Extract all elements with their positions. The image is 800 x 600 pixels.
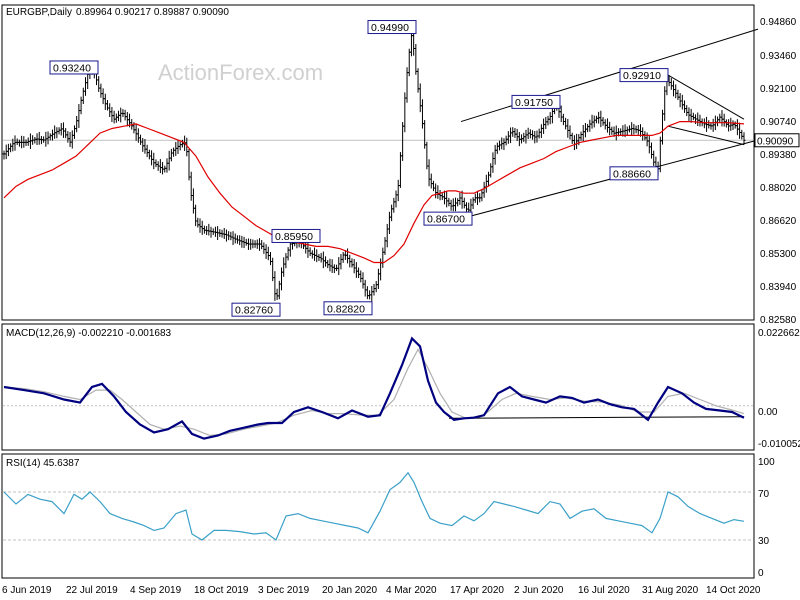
macd-title: MACD(12,26,9) -0.002210 -0.001683: [6, 328, 172, 339]
rsi-panel-frame: [1, 453, 755, 579]
trend-line: [460, 28, 759, 123]
annotation-box: [511, 94, 561, 109]
rsi-y-axis: 100 70 30 0: [758, 457, 775, 579]
annotation-label: 0.94990: [371, 22, 409, 34]
price-y-tick: 0.83940: [760, 282, 797, 293]
watermark: ActionForex.com: [158, 60, 323, 85]
x-tick: 20 Jan 2020: [322, 585, 377, 596]
annotation-box: [619, 68, 669, 83]
trend-line: [667, 125, 745, 146]
price-y-tick: 0.90740: [760, 117, 797, 128]
x-tick: 31 Aug 2020: [642, 585, 699, 596]
price-y-tick: 0.82580: [760, 315, 797, 326]
rsi-line: [3, 471, 745, 541]
price-y-tick: 0.86620: [760, 216, 797, 227]
macd-panel-frame: [1, 323, 755, 451]
macd-y-tick: 0.00: [758, 407, 778, 418]
x-tick: 22 Jul 2019: [66, 585, 118, 596]
annotation-box: [323, 301, 373, 316]
macd-layer: [3, 336, 753, 440]
annotation-box: [609, 166, 659, 181]
price-y-tick: 0.94860: [760, 17, 797, 28]
annotation-layer: 0.93240 0.94990 0.92910 0.91750 0.85950 0.827…: [49, 20, 800, 317]
annotation-label: 0.92910: [623, 70, 661, 82]
rsi-y-tick: 70: [758, 489, 770, 500]
x-axis: 6 Jun 2019 22 Jul 2019 4 Sep 2019 18 Oct…: [2, 585, 761, 596]
price-y-tick: 0.89380: [760, 150, 797, 161]
rsi-title: RSI(14) 45.6387: [6, 458, 80, 469]
annotation-box: [367, 20, 417, 35]
annotation-box: [231, 302, 281, 317]
chart-symbol: EURGBP,Daily: [6, 7, 72, 18]
price-y-tick: 0.92100: [760, 84, 797, 95]
rsi-layer: [3, 471, 753, 541]
x-tick: 16 Jul 2020: [578, 585, 630, 596]
annotation-label: 0.82820: [327, 303, 365, 315]
rsi-y-tick: 100: [758, 457, 775, 468]
rsi-y-tick: 30: [758, 536, 770, 547]
annotation-box: [49, 60, 99, 75]
annotation-box: [423, 211, 473, 226]
annotation-label: 0.91750: [515, 97, 553, 109]
annotation-label: 0.88660: [613, 168, 651, 180]
trend-line: [667, 74, 745, 120]
annotation-box: [271, 228, 321, 243]
macd-y-tick: 0.022662: [758, 328, 800, 339]
x-tick: 18 Oct 2019: [194, 585, 249, 596]
x-tick: 17 Apr 2020: [450, 585, 504, 596]
x-tick: 4 Mar 2020: [386, 585, 437, 596]
price-y-tick: 0.85300: [760, 249, 797, 260]
annotation-label: 0.85950: [275, 231, 313, 243]
annotation-label: 0.86700: [427, 214, 465, 226]
current-price-label: 0.90090: [757, 136, 794, 147]
price-panel-frame: [1, 4, 755, 321]
macd-y-tick: -0.010052: [758, 439, 800, 450]
x-tick: 3 Dec 2019: [258, 585, 310, 596]
moving-average-line: [3, 120, 745, 264]
x-tick: 2 Jun 2020: [514, 585, 564, 596]
annotation-label: 0.93240: [53, 62, 91, 74]
current-price-box: [754, 133, 800, 148]
price-y-tick: 0.93460: [760, 51, 797, 62]
chart-ohlc: 0.89964 0.90217 0.89887 0.90090: [76, 7, 229, 18]
rsi-y-tick: 0: [758, 568, 764, 579]
macd-y-axis: 0.022662 0.00 -0.010052: [758, 328, 800, 450]
macd-support-line: [448, 416, 745, 419]
annotation-label: 0.82760: [235, 305, 273, 317]
x-tick: 6 Jun 2019: [2, 585, 52, 596]
price-y-axis: 0.94860 0.93460 0.92100 0.90740 0.89380 …: [760, 17, 797, 326]
price-y-tick: 0.88020: [760, 183, 797, 194]
x-tick: 4 Sep 2019: [130, 585, 182, 596]
x-tick: 14 Oct 2020: [706, 585, 761, 596]
macd-line: [3, 336, 745, 440]
macd-signal-line: [3, 348, 745, 437]
